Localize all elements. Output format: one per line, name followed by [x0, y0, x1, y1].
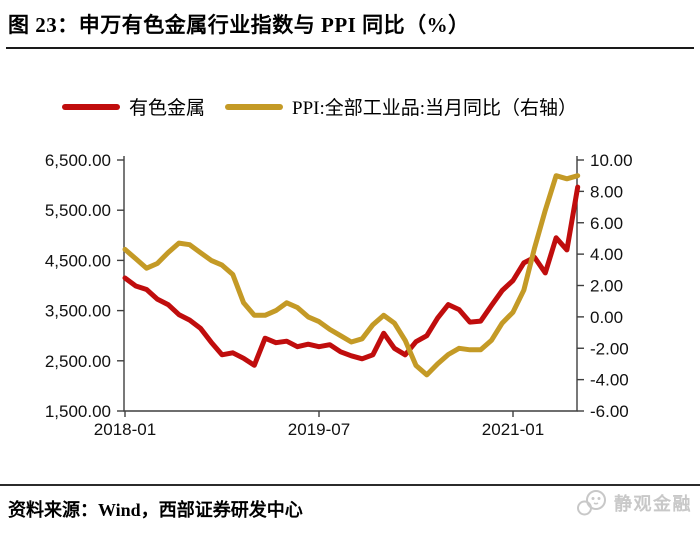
y-left-tick-label: 2,500.00	[45, 352, 111, 371]
legend-item-ppi: PPI:全部工业品:当月同比（右轴）	[225, 93, 577, 120]
y-left-tick-label: 3,500.00	[45, 302, 111, 321]
y-right-tick-label: 0.00	[590, 308, 623, 327]
legend-label-ppi: PPI:全部工业品:当月同比（右轴）	[292, 98, 578, 119]
legend-label-nonferrous: 有色金属	[129, 98, 206, 119]
legend-swatch-gold	[225, 103, 284, 110]
y-right-tick-label: 6.00	[590, 214, 623, 233]
legend: 有色金属 PPI:全部工业品:当月同比（右轴）	[62, 93, 577, 120]
figure-title: 图 23：申万有色金属行业指数与 PPI 同比（%）	[8, 13, 470, 37]
axes	[123, 156, 578, 412]
y-right-tick-label: -6.00	[590, 402, 629, 421]
y-right-tick-label: -2.00	[590, 339, 629, 358]
source-note: 资料来源：Wind，西部证券研发中心	[8, 500, 303, 520]
watermark-logo-icon	[577, 490, 606, 516]
y-left-tick-label: 4,500.00	[45, 251, 111, 270]
y-axis-right: 10.00 8.00 6.00 4.00 2.00 0.00 -2.00 -4.00 -6.00	[577, 151, 633, 421]
y-right-tick-label: 2.00	[590, 277, 623, 296]
y-left-tick-label: 6,500.00	[45, 151, 111, 170]
line-nonferrous-metals	[122, 184, 581, 368]
title-divider	[6, 47, 694, 49]
line-ppi-yoy	[122, 173, 581, 378]
legend-swatch-red	[62, 103, 120, 110]
y-axis-left: 6,500.00 5,500.00 4,500.00 3,500.00 2,500.00…	[45, 151, 124, 421]
x-tick-label: 2018-01	[94, 420, 156, 439]
y-right-tick-label: 8.00	[590, 182, 623, 201]
y-left-tick-label: 1,500.00	[45, 402, 111, 421]
y-right-tick-label: -4.00	[590, 371, 629, 390]
watermark-text: 静观金融	[614, 494, 692, 514]
legend-item-nonferrous: 有色金属	[62, 93, 205, 120]
watermark: 静观金融	[575, 489, 692, 517]
footer-divider	[0, 484, 700, 486]
x-axis: 2018-01 2019-07 2021-01	[94, 411, 544, 439]
y-left-tick-label: 5,500.00	[45, 201, 111, 220]
y-right-tick-label: 4.00	[590, 245, 623, 264]
x-tick-label: 2019-07	[288, 420, 350, 439]
x-tick-label: 2021-01	[482, 420, 544, 439]
y-right-tick-label: 10.00	[590, 151, 633, 170]
